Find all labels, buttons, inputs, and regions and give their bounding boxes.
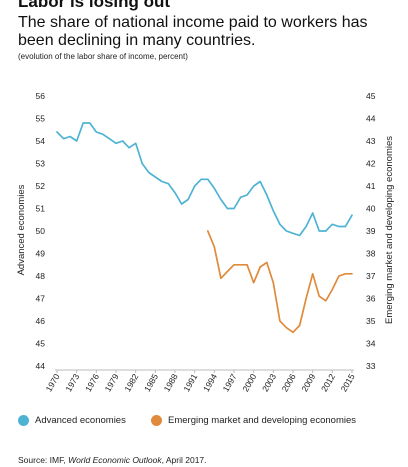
left-tick-label: 44 bbox=[36, 361, 46, 371]
right-tick-label: 39 bbox=[366, 226, 376, 236]
chart-subtitle: The share of national income paid to wor… bbox=[18, 14, 368, 49]
source-suffix: , April 2017. bbox=[161, 455, 207, 465]
left-tick-label: 53 bbox=[36, 159, 46, 169]
right-axis-ticks: 33 34 35 36 37 38 39 40 41 42 43 44 45 bbox=[366, 91, 376, 371]
x-tick-label: 1994 bbox=[201, 372, 219, 394]
legend-item-advanced: Advanced economies bbox=[18, 415, 126, 426]
x-tick-label: 2003 bbox=[260, 372, 278, 394]
x-tick-label: 1988 bbox=[162, 372, 180, 394]
x-tick-label: 1973 bbox=[63, 372, 81, 394]
right-tick-label: 37 bbox=[366, 271, 376, 281]
right-axis-label: Emerging market and developing economies bbox=[384, 136, 395, 324]
chart-series bbox=[56, 122, 353, 334]
left-axis-label: Advanced economies bbox=[16, 184, 27, 275]
x-tick-label: 2009 bbox=[299, 372, 317, 394]
right-tick-label: 41 bbox=[366, 181, 376, 191]
right-tick-label: 34 bbox=[366, 339, 376, 349]
left-tick-label: 54 bbox=[36, 136, 46, 146]
right-tick-label: 45 bbox=[366, 91, 376, 101]
right-tick-label: 33 bbox=[366, 361, 376, 371]
legend-marker-advanced bbox=[18, 415, 29, 426]
x-tick-label: 1985 bbox=[142, 372, 160, 394]
x-tick-label: 1982 bbox=[122, 372, 140, 394]
x-tick-label: 1979 bbox=[103, 372, 121, 394]
right-tick-label: 42 bbox=[366, 159, 376, 169]
left-tick-label: 48 bbox=[36, 271, 46, 281]
right-tick-label: 44 bbox=[366, 114, 376, 124]
right-tick-label: 36 bbox=[366, 294, 376, 304]
chart-legend: Advanced economies Emerging market and d… bbox=[18, 415, 403, 433]
right-tick-label: 40 bbox=[366, 204, 376, 214]
legend-label-advanced: Advanced economies bbox=[35, 415, 126, 426]
left-tick-label: 47 bbox=[36, 294, 46, 304]
x-tick-label: 2015 bbox=[339, 372, 357, 394]
x-tick-label: 2012 bbox=[319, 372, 337, 394]
x-tick-label: 2006 bbox=[280, 372, 298, 394]
legend-item-emerging: Emerging market and developing economies bbox=[151, 415, 356, 426]
right-tick-label: 38 bbox=[366, 249, 376, 259]
x-tick-label: 1991 bbox=[181, 372, 199, 394]
left-tick-label: 50 bbox=[36, 226, 46, 236]
left-tick-label: 56 bbox=[36, 91, 46, 101]
x-tick-label: 1970 bbox=[44, 372, 62, 394]
source-note: Source: IMF, World Economic Outlook, Apr… bbox=[18, 455, 207, 465]
left-tick-label: 52 bbox=[36, 181, 46, 191]
x-tick-label: 1976 bbox=[83, 372, 101, 394]
legend-label-emerging: Emerging market and developing economies bbox=[168, 415, 356, 426]
emerging-economies-line bbox=[206, 230, 353, 334]
advanced-economies-line bbox=[56, 122, 353, 237]
x-tick-label: 1997 bbox=[221, 372, 239, 394]
right-tick-label: 35 bbox=[366, 316, 376, 326]
x-axis-ticks: 1970 1973 1976 1979 1982 1985 1988 1991 1994 1997… bbox=[44, 370, 357, 393]
source-publication: World Economic Outlook bbox=[68, 455, 162, 465]
right-tick-label: 43 bbox=[366, 136, 376, 146]
left-tick-label: 45 bbox=[36, 339, 46, 349]
x-tick-label: 2000 bbox=[240, 372, 258, 394]
left-tick-label: 51 bbox=[36, 204, 46, 214]
left-tick-label: 46 bbox=[36, 316, 46, 326]
left-axis-ticks: 44 45 46 47 48 49 50 51 52 53 54 55 56 bbox=[36, 91, 46, 371]
chart-note: (evolution of the labor share of income,… bbox=[18, 52, 188, 61]
left-tick-label: 55 bbox=[36, 114, 46, 124]
source-prefix: Source: IMF, bbox=[18, 455, 69, 465]
chart-title: Labor is losing out bbox=[18, 0, 171, 11]
left-tick-label: 49 bbox=[36, 249, 46, 259]
legend-marker-emerging bbox=[151, 415, 162, 426]
